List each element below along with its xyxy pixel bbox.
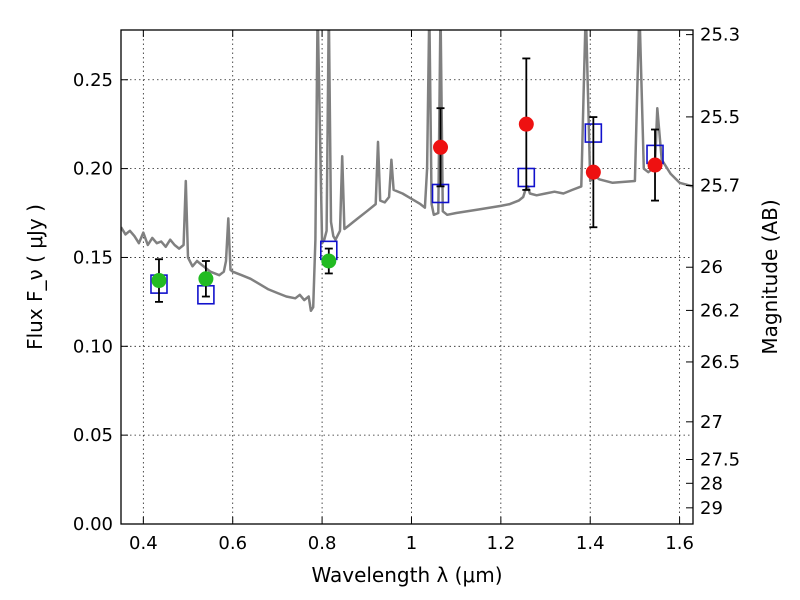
- x-tick-label: 1: [406, 533, 417, 554]
- y-tick-label: 0.15: [73, 247, 113, 268]
- observed-point-green: [321, 253, 337, 269]
- mag-tick-label: 27.5: [700, 449, 740, 470]
- x-tick-label: 0.6: [218, 533, 247, 554]
- observed-point-red: [433, 139, 449, 155]
- spectrum-line: [121, 30, 693, 313]
- mag-tick-label: 26: [700, 257, 723, 278]
- axis-ticks: 0.4 0.6 0.8 1 1.2 1.4 1.6 0.00 0.05 0.10 0.15 0.20 0…: [73, 25, 740, 554]
- x-axis-label: Wavelength λ (μm): [311, 563, 502, 587]
- mag-tick-label: 29: [700, 498, 723, 519]
- observed-point-green: [151, 273, 167, 289]
- plot-frame: [120, 29, 694, 525]
- model-spectrum: [121, 30, 693, 313]
- data-points: [150, 57, 664, 305]
- mag-tick-label: 25.7: [700, 175, 740, 196]
- y-tick-label: 0.25: [73, 70, 113, 91]
- observed-point-red: [647, 157, 663, 173]
- y-tick-label: 0.10: [73, 336, 113, 357]
- mag-tick-label: 28: [700, 473, 723, 494]
- x-tick-label: 0.4: [129, 533, 158, 554]
- y-axis-label: Flux F_ν ( μJy ): [23, 204, 47, 350]
- right-axis-label: Magnitude (AB): [758, 199, 782, 354]
- mag-tick-label: 26.2: [700, 300, 740, 321]
- observed-point-green: [198, 271, 214, 287]
- y-tick-label: 0.00: [73, 514, 113, 535]
- observed-point-red: [585, 164, 601, 180]
- mag-tick-label: 25.5: [700, 107, 740, 128]
- x-tick-label: 1.4: [576, 533, 605, 554]
- y-tick-label: 0.20: [73, 159, 113, 180]
- mag-tick-label: 26.5: [700, 352, 740, 373]
- observed-point-red: [518, 116, 534, 132]
- x-tick-label: 1.6: [665, 533, 694, 554]
- x-tick-label: 0.8: [308, 533, 337, 554]
- mag-tick-label: 27: [700, 412, 723, 433]
- mag-tick-label: 25.3: [700, 25, 740, 46]
- x-tick-label: 1.2: [487, 533, 516, 554]
- y-tick-label: 0.05: [73, 425, 113, 446]
